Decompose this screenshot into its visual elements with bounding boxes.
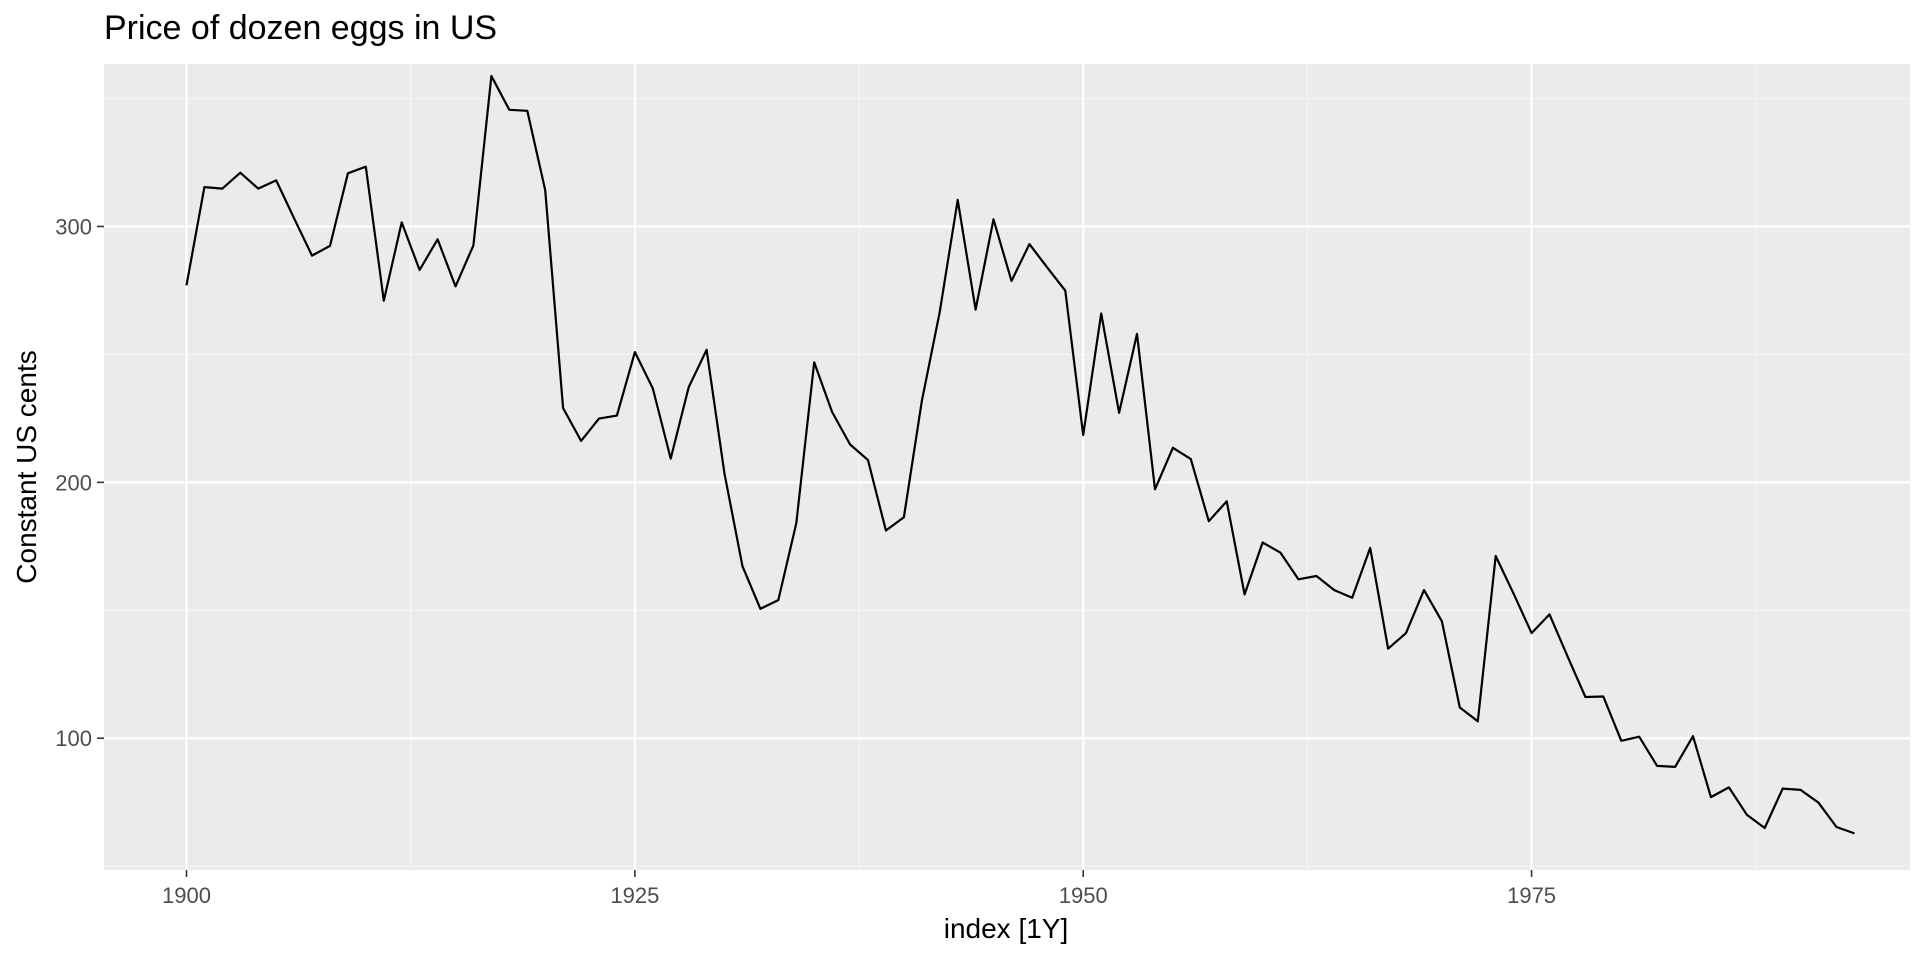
y-axis-tick-labels: 100 200 300 (55, 214, 92, 751)
minor-y-gridlines (104, 97, 1910, 867)
major-x-gridlines (185, 64, 1533, 870)
series-line-egg-price (185, 74, 1855, 835)
x-tick-label: 1950 (1059, 883, 1108, 908)
y-tick-label: 200 (55, 470, 92, 495)
x-axis-ticks (185, 870, 1533, 877)
x-axis-tick-labels: 1900 1925 1950 1975 (162, 883, 1556, 908)
y-axis-ticks (97, 225, 104, 740)
x-tick-label: 1900 (162, 883, 211, 908)
x-tick-label: 1975 (1507, 883, 1556, 908)
plot-panel (104, 64, 1910, 870)
minor-x-gridlines (410, 64, 1757, 870)
y-tick-label: 100 (55, 726, 92, 751)
chart-title: Price of dozen eggs in US (104, 9, 497, 47)
major-y-gridlines (104, 225, 1910, 740)
x-tick-label: 1925 (610, 883, 659, 908)
y-tick-label: 300 (55, 214, 92, 239)
y-axis-title: Constant US cents (11, 350, 42, 583)
x-axis-title: index [1Y] (944, 913, 1069, 944)
